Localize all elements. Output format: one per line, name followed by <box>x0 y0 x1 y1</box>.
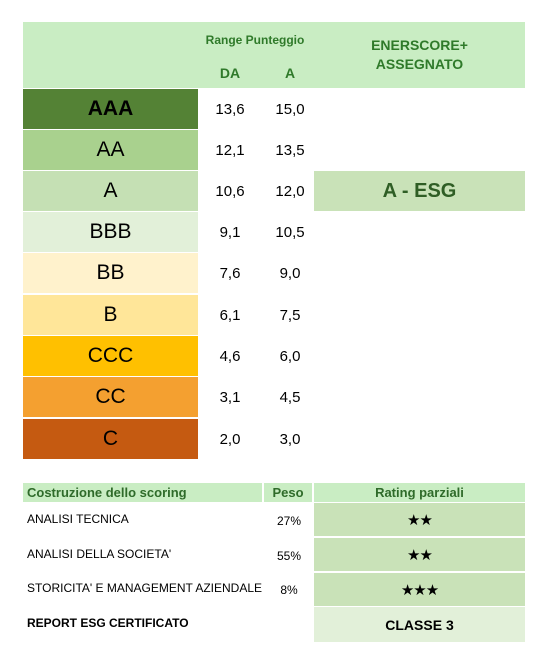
rating-a: 7,5 <box>279 306 301 324</box>
rating-a: 9,0 <box>279 264 301 282</box>
rating-row-cc: CC 3,1 4,5 <box>23 377 525 417</box>
rating-a: 4,5 <box>279 388 301 406</box>
enerscore-assegnato-label: ENERSCORE+ ASSEGNATO <box>314 36 525 74</box>
rating-label: AAA <box>23 89 198 129</box>
rating-da: 13,6 <box>215 100 245 118</box>
star-rating-icon: ★★★ <box>314 573 525 606</box>
classe-badge: CLASSE 3 <box>314 607 525 642</box>
col-da-label: DA <box>219 65 241 81</box>
scoring-header: Costruzione dello scoring <box>23 483 262 502</box>
rating-row-bb: BB 7,6 9,0 <box>23 253 525 293</box>
rating-da: 12,1 <box>215 141 245 159</box>
rating-a: 12,0 <box>275 182 305 200</box>
rating-a: 6,0 <box>279 347 301 365</box>
scoring-row-label: ANALISI DELLA SOCIETA' <box>27 547 172 561</box>
rating-label: BB <box>23 253 198 293</box>
rating-label: BBB <box>23 212 198 252</box>
scoring-row-peso: 27% <box>276 514 302 528</box>
rating-label: CC <box>23 377 198 417</box>
rating-da: 3,1 <box>219 388 241 406</box>
rating-label: CCC <box>23 336 198 376</box>
scoring-row-label: STORICITA' E MANAGEMENT AZIENDALE <box>27 581 263 595</box>
rating-da: 9,1 <box>219 223 241 241</box>
header-band <box>23 22 525 88</box>
col-a-label: A <box>284 65 296 81</box>
scoring-row-label: ANALISI TECNICA <box>27 512 129 526</box>
rating-a: 3,0 <box>279 430 301 448</box>
rating-row-aa: AA 12,1 13,5 <box>23 130 525 170</box>
rating-row-c: C 2,0 3,0 <box>23 419 525 459</box>
rating-label: C <box>23 419 198 459</box>
rating-a: 10,5 <box>275 223 305 241</box>
enerscore-line1: ENERSCORE+ <box>371 37 468 53</box>
rating-da: 4,6 <box>219 347 241 365</box>
rating-row-b: B 6,1 7,5 <box>23 295 525 335</box>
rating-a: 13,5 <box>275 141 305 159</box>
rating-da: 7,6 <box>219 264 241 282</box>
assigned-rating-badge: A - ESG <box>314 171 525 211</box>
rating-parziali-header: Rating parziali <box>314 483 525 502</box>
rating-row-ccc: CCC 4,6 6,0 <box>23 336 525 376</box>
scoring-row-peso: 8% <box>280 583 298 597</box>
rating-da: 6,1 <box>219 306 241 324</box>
range-punteggio-label: Range Punteggio <box>205 33 305 47</box>
enerscore-line2: ASSEGNATO <box>375 56 464 72</box>
rating-da: 10,6 <box>215 182 245 200</box>
rating-da: 2,0 <box>219 430 241 448</box>
peso-header: Peso <box>264 483 312 502</box>
report-esg-label: REPORT ESG CERTIFICATO <box>27 616 189 630</box>
scoring-row-peso: 55% <box>276 549 302 563</box>
rating-row-bbb: BBB 9,1 10,5 <box>23 212 525 252</box>
rating-a: 15,0 <box>275 100 305 118</box>
rating-label: AA <box>23 130 198 170</box>
rating-row-aaa: AAA 13,6 15,0 <box>23 89 525 129</box>
rating-label: B <box>23 295 198 335</box>
star-rating-icon: ★★ <box>314 538 525 571</box>
star-rating-icon: ★★ <box>314 503 525 536</box>
rating-label: A <box>23 171 198 211</box>
rating-row-a: A 10,6 12,0 <box>23 171 525 211</box>
